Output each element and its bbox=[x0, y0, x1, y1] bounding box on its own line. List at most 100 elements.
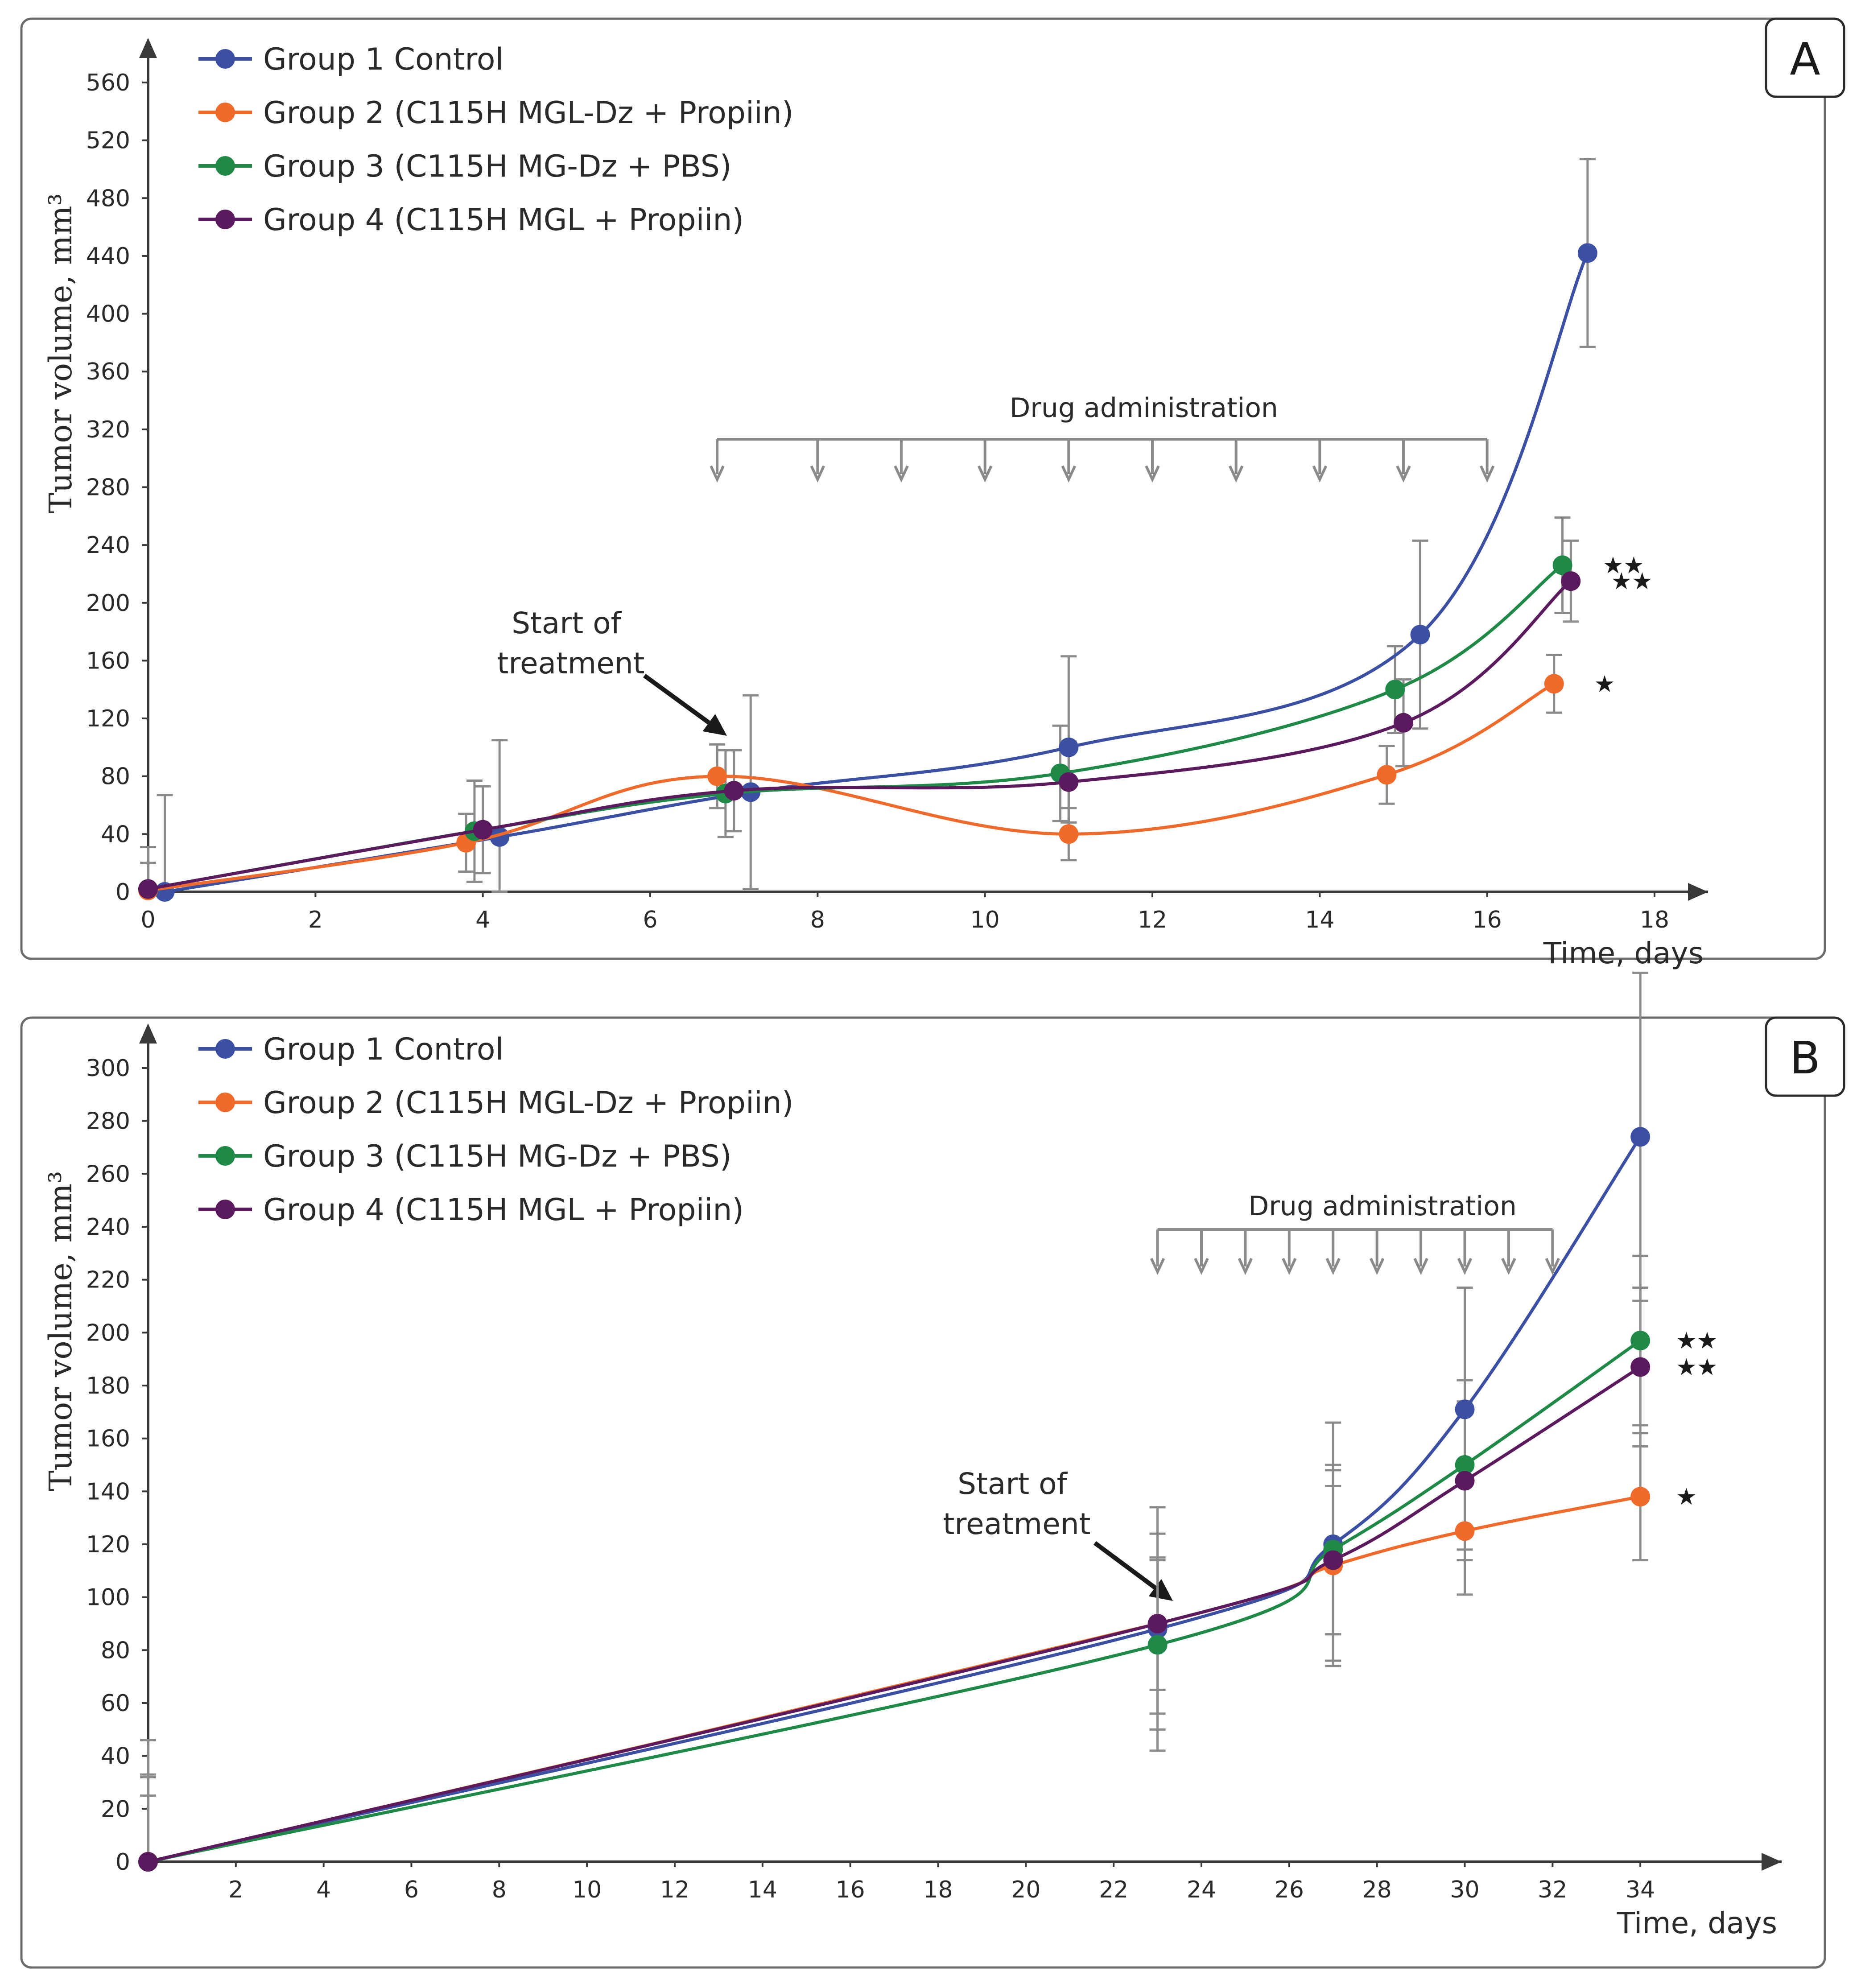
panel-letter: A bbox=[1790, 33, 1820, 85]
series-line-1 bbox=[164, 252, 1589, 894]
y-tick-label: 520 bbox=[86, 128, 130, 154]
x-tick-label: 14 bbox=[748, 1877, 777, 1903]
drug-arrow-head bbox=[1282, 1258, 1297, 1275]
error-bars bbox=[140, 158, 1596, 893]
legend-marker bbox=[215, 1146, 235, 1166]
legend-marker bbox=[215, 1093, 235, 1112]
legend-label: Group 3 (C115H MG-Dz + PBS) bbox=[263, 1139, 731, 1174]
x-tick-label: 30 bbox=[1450, 1877, 1479, 1903]
panel-letter-box bbox=[1765, 17, 1845, 98]
legend-marker bbox=[215, 49, 235, 69]
x-tick-label: 2 bbox=[308, 907, 323, 933]
drug-arrow-head bbox=[1228, 465, 1244, 483]
data-point bbox=[1630, 1331, 1651, 1351]
x-tick-label: 32 bbox=[1538, 1877, 1567, 1903]
x-tick-label: 2 bbox=[228, 1877, 243, 1903]
series-line-4 bbox=[148, 1365, 1642, 1864]
data-point bbox=[1552, 555, 1572, 575]
legend-label: Group 4 (C115H MGL + Propiin) bbox=[263, 202, 744, 238]
data-point bbox=[1323, 1550, 1343, 1570]
data-point bbox=[1385, 680, 1405, 700]
x-tick-label: 6 bbox=[404, 1877, 419, 1903]
data-point bbox=[1577, 243, 1597, 263]
legend-label: Group 2 (C115H MGL-Dz + Propiin) bbox=[263, 95, 793, 131]
x-tick-label: 16 bbox=[836, 1877, 865, 1903]
y-tick-label: 160 bbox=[86, 1426, 130, 1452]
legend-label: Group 2 (C115H MGL-Dz + Propiin) bbox=[263, 1085, 793, 1121]
legend-label: Group 1 Control bbox=[263, 42, 503, 77]
significance-marker: ★★ bbox=[1676, 1354, 1717, 1381]
panel-border bbox=[20, 17, 1826, 960]
y-tick-label: 300 bbox=[86, 1055, 130, 1082]
y-tick-label: 120 bbox=[86, 1531, 130, 1558]
significance-marker: ★★ bbox=[1611, 568, 1652, 595]
data-point bbox=[1377, 765, 1397, 785]
drug-arrow-head bbox=[1545, 1258, 1560, 1275]
x-tick-label: 12 bbox=[1138, 907, 1167, 933]
panel-letter-box bbox=[1765, 1016, 1845, 1097]
drug-arrow-head bbox=[1150, 1258, 1165, 1275]
x-axis-arrowhead bbox=[1762, 1853, 1782, 1871]
start-treatment-arrow bbox=[1093, 1541, 1156, 1590]
x-tick-label: 34 bbox=[1626, 1877, 1655, 1903]
y-tick-label: 160 bbox=[86, 648, 130, 674]
series-line-4 bbox=[148, 580, 1572, 891]
legend-label: Group 1 Control bbox=[263, 1032, 503, 1067]
x-tick-label: 28 bbox=[1362, 1877, 1392, 1903]
y-tick-label: 200 bbox=[86, 1320, 130, 1346]
x-tick-label: 20 bbox=[1011, 1877, 1040, 1903]
x-tick-label: 18 bbox=[1640, 907, 1669, 933]
data-point bbox=[1455, 1399, 1475, 1419]
x-tick-label: 4 bbox=[316, 1877, 331, 1903]
y-tick-label: 120 bbox=[86, 705, 130, 732]
legend-marker bbox=[215, 156, 235, 176]
data-point bbox=[138, 1852, 158, 1872]
x-axis-arrowhead bbox=[1688, 883, 1708, 901]
data-point bbox=[1394, 713, 1413, 733]
series-line-3 bbox=[148, 1339, 1642, 1864]
data-point bbox=[1455, 1455, 1475, 1475]
y-tick-label: 560 bbox=[86, 70, 130, 96]
x-axis-title: Time, days bbox=[1617, 1906, 1777, 1940]
y-axis-title: Tumor volume, mm³ bbox=[42, 1171, 79, 1491]
data-point bbox=[1455, 1471, 1475, 1491]
series-line-2 bbox=[148, 1495, 1641, 1864]
x-tick-label: 6 bbox=[643, 907, 657, 933]
y-tick-label: 440 bbox=[86, 243, 130, 270]
x-tick-label: 10 bbox=[572, 1877, 602, 1903]
panel-b: 0204060801001201401601802002202402602803… bbox=[20, 971, 1845, 1969]
data-point bbox=[1147, 1614, 1168, 1633]
y-tick-label: 40 bbox=[101, 821, 130, 848]
drug-arrow-head bbox=[1238, 1258, 1253, 1275]
y-tick-label: 0 bbox=[116, 1849, 130, 1876]
x-tick-label: 12 bbox=[660, 1877, 689, 1903]
x-tick-label: 26 bbox=[1275, 1877, 1304, 1903]
significance-marker: ★ bbox=[1594, 671, 1615, 697]
start-treatment-label: Start of bbox=[512, 606, 622, 640]
data-point bbox=[473, 820, 493, 840]
x-tick-label: 14 bbox=[1305, 907, 1334, 933]
legend-marker bbox=[215, 103, 235, 122]
data-point bbox=[1630, 1487, 1651, 1507]
start-treatment-arrowhead bbox=[702, 714, 727, 736]
drug-administration-label: Drug administration bbox=[1010, 392, 1278, 424]
y-tick-label: 260 bbox=[86, 1161, 130, 1188]
drug-arrow-head bbox=[1396, 465, 1411, 483]
drug-arrow-head bbox=[710, 465, 725, 483]
drug-arrow-head bbox=[977, 465, 993, 483]
drug-arrow-head bbox=[1501, 1258, 1516, 1275]
x-tick-label: 4 bbox=[475, 907, 490, 933]
y-tick-label: 40 bbox=[101, 1743, 130, 1770]
drug-arrow-head bbox=[1325, 1258, 1341, 1275]
drug-arrow-head bbox=[1479, 465, 1495, 483]
start-treatment-label: treatment bbox=[497, 646, 644, 681]
y-tick-label: 400 bbox=[86, 301, 130, 328]
data-point bbox=[707, 766, 727, 786]
data-point bbox=[1630, 1127, 1651, 1147]
drug-arrow-head bbox=[894, 465, 909, 483]
significance-marker: ★★ bbox=[1676, 1328, 1717, 1354]
data-point bbox=[724, 781, 744, 801]
y-tick-label: 480 bbox=[86, 185, 130, 212]
data-point bbox=[1059, 824, 1079, 844]
y-tick-label: 280 bbox=[86, 474, 130, 501]
